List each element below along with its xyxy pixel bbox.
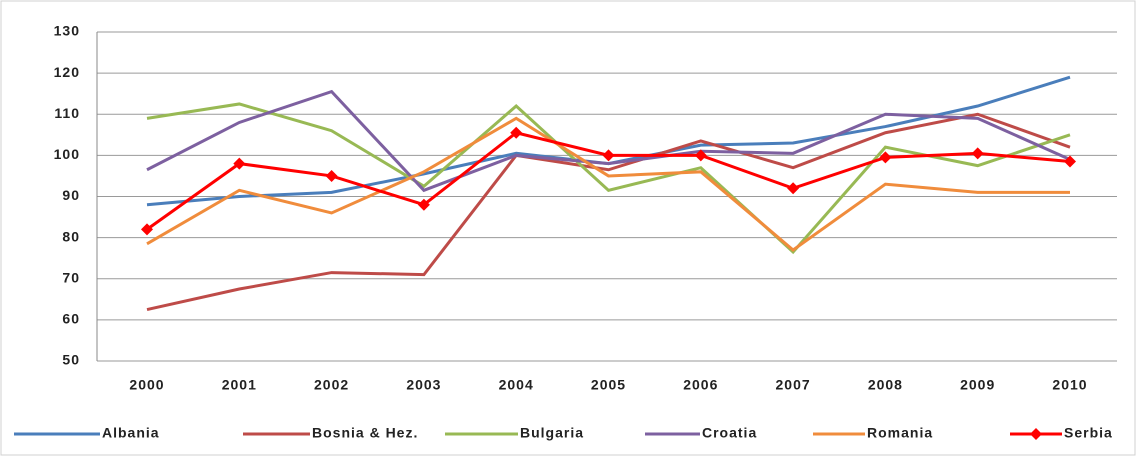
y-tick-label: 110	[54, 105, 80, 121]
legend-label: Bulgaria	[520, 425, 584, 441]
x-tick-label: 2001	[222, 377, 257, 393]
legend-label: Romania	[867, 425, 933, 441]
point-marker	[1064, 155, 1076, 168]
series-line	[146, 102, 1071, 255]
x-tick-label: 2006	[683, 377, 718, 393]
y-tick-label: 90	[62, 187, 80, 203]
point-marker	[233, 157, 246, 170]
y-tick-label: 130	[54, 23, 80, 39]
y-tick-label: 70	[62, 269, 80, 285]
x-tick-label: 2007	[776, 377, 811, 393]
point-marker	[602, 149, 615, 162]
x-tick-label: 2005	[591, 377, 626, 393]
x-tick-label: 2003	[406, 377, 441, 393]
series-line	[146, 89, 1071, 193]
point-marker	[141, 223, 153, 236]
point-marker	[787, 182, 800, 195]
point-marker	[971, 147, 984, 160]
x-tick-label: 2008	[868, 377, 903, 393]
point-marker	[325, 169, 338, 182]
legend-label: Croatia	[702, 425, 757, 441]
x-tick-label: 2000	[129, 377, 164, 393]
y-tick-label: 50	[62, 352, 80, 368]
x-tick-label: 2004	[499, 377, 534, 393]
legend-label: Bosnia & Hez.	[312, 425, 418, 441]
legend-label: Albania	[102, 425, 160, 441]
x-tick-label: 2010	[1052, 377, 1087, 393]
y-tick-label: 80	[62, 228, 80, 244]
y-tick-label: 60	[62, 311, 80, 327]
y-tick-label: 120	[54, 64, 80, 80]
series-line	[146, 112, 1071, 312]
point-marker	[879, 151, 892, 164]
y-tick-label: 100	[54, 146, 80, 162]
legend-marker	[1030, 428, 1042, 440]
series-line	[146, 116, 1070, 252]
legend-label: Serbia	[1064, 425, 1113, 441]
x-tick-label: 2009	[960, 377, 995, 393]
point-marker	[694, 149, 707, 162]
point-marker	[510, 126, 523, 139]
x-tick-label: 2002	[314, 377, 349, 393]
point-marker	[417, 198, 430, 211]
